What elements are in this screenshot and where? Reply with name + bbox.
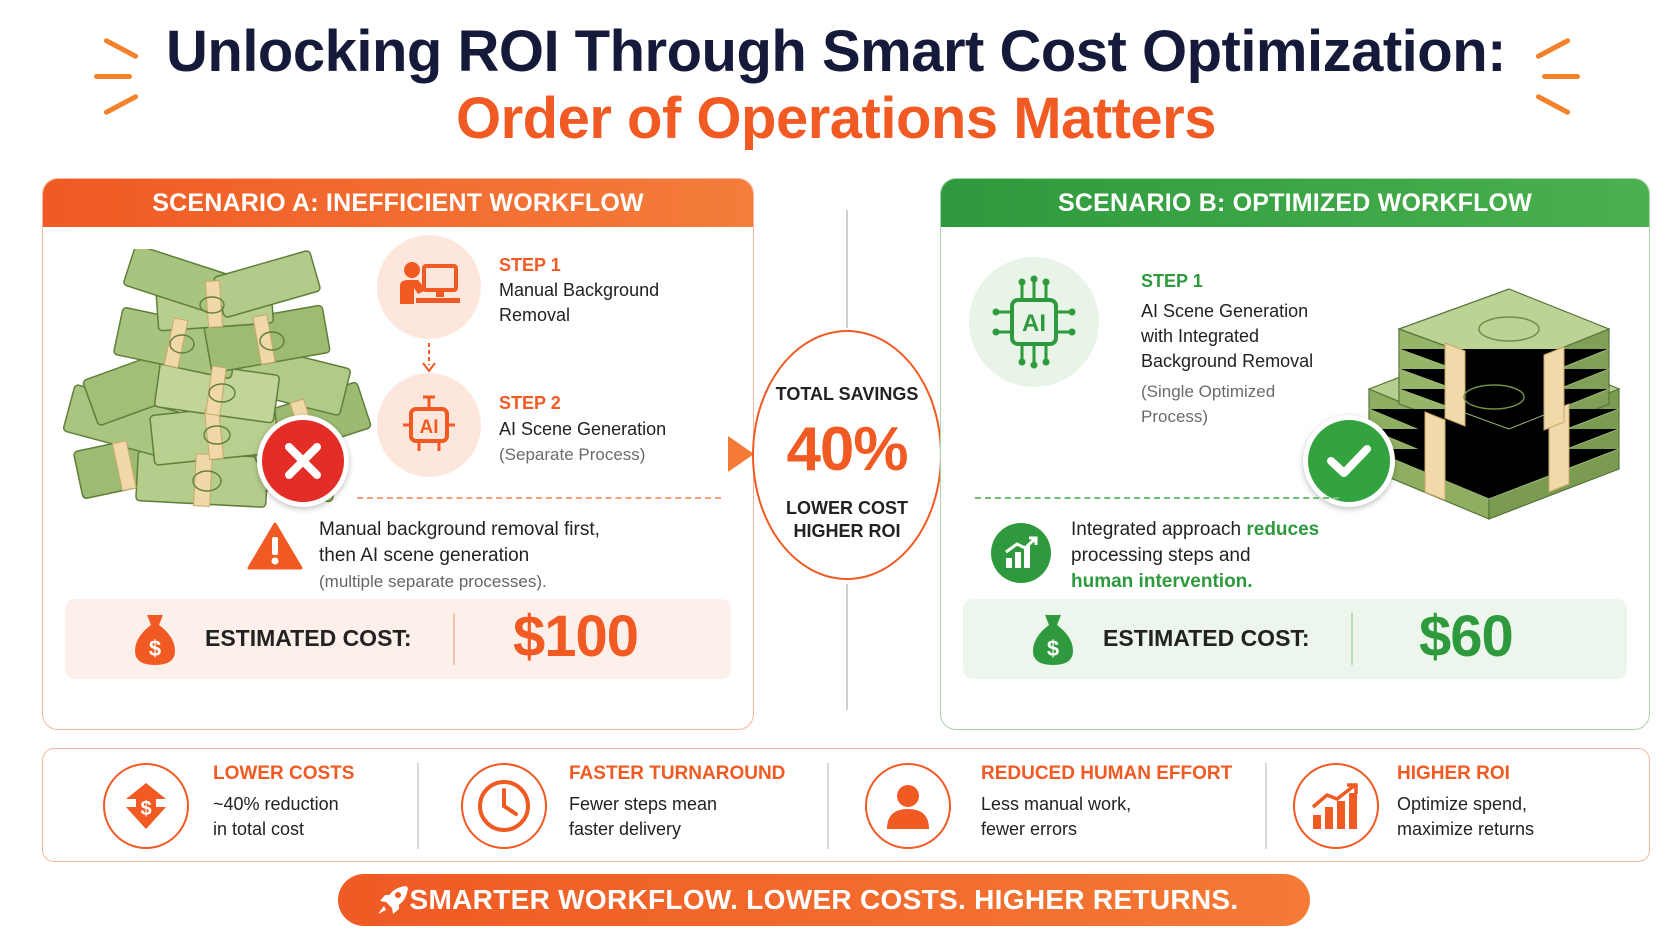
right-accent-lines [1526, 37, 1586, 120]
benefit-title: REDUCED HUMAN EFFORT [981, 763, 1233, 784]
step-connector-arrow-icon [422, 343, 436, 373]
tagline-banner: SMARTER WORKFLOW. LOWER COSTS. HIGHER RE… [338, 874, 1310, 926]
step-2-label: STEP 2 [499, 393, 561, 413]
savings-label: TOTAL SAVINGS [775, 384, 919, 404]
benefit-separator [1265, 763, 1267, 849]
scenario-a-panel: SCENARIO A: INEFFICIENT WORKFLOW [42, 178, 754, 730]
scenario-b-note: Integrated approach reduces processing s… [1071, 519, 1320, 592]
benefit-title: LOWER COSTS [213, 763, 355, 784]
svg-text:$: $ [140, 798, 151, 820]
step-1-label: STEP 1 [499, 255, 561, 275]
ai-chip-label: AI [420, 417, 439, 438]
benefit-title: HIGHER ROI [1397, 763, 1510, 784]
center-divider-top [846, 210, 848, 328]
scenario-b-panel: SCENARIO B: OPTIMIZED WORKFLOW AI STEP 1… [940, 178, 1650, 730]
cost-divider [453, 613, 455, 665]
benefit-text: ~40% reduction in total cost [213, 794, 339, 839]
savings-value: 40% [786, 415, 908, 484]
scenario-a-cost-value: $100 [513, 604, 639, 669]
person-at-computer-icon [377, 235, 481, 339]
left-accent-lines [88, 37, 148, 120]
tagline-text: SMARTER WORKFLOW. LOWER COSTS. HIGHER RE… [409, 884, 1239, 915]
savings-line-1: LOWER COST [786, 498, 908, 518]
benefit-lower-costs: $ LOWER COSTS ~40% reduction in total co… [43, 749, 443, 861]
scenario-a-cost-label: ESTIMATED COST: [205, 625, 412, 651]
growth-chart-icon [1293, 763, 1379, 849]
center-divider-bottom [846, 584, 848, 710]
scenario-a-note: Manual background removal first, then AI… [319, 519, 600, 591]
page-title: Unlocking ROI Through Smart Cost Optimiz… [0, 18, 1672, 152]
step-1-subtext: (Single Optimized Process) [1141, 382, 1276, 426]
neat-cash-stack-image [1367, 288, 1621, 520]
growth-chart-icon [991, 523, 1051, 583]
benefit-text: Fewer steps mean faster delivery [569, 794, 718, 839]
benefit-faster-turnaround: FASTER TURNAROUND Fewer steps mean faste… [443, 749, 843, 861]
divider-dashed [975, 497, 1339, 499]
svg-text:$: $ [149, 636, 161, 661]
savings-line-2: HIGHER ROI [793, 521, 901, 541]
money-bag-icon: $ [1033, 615, 1073, 665]
benefit-higher-roi: HIGHER ROI Optimize spend, maximize retu… [1293, 749, 1643, 861]
benefits-bar: $ LOWER COSTS ~40% reduction in total co… [42, 748, 1650, 862]
benefit-reduced-human-effort: REDUCED HUMAN EFFORT Less manual work, f… [853, 749, 1253, 861]
benefit-text: Optimize spend, maximize returns [1397, 794, 1535, 839]
scenario-b-cost-box: $ ESTIMATED COST: $60 [963, 599, 1627, 679]
svg-text:$: $ [1047, 636, 1059, 661]
title-line-1: Unlocking ROI Through Smart Cost Optimiz… [166, 19, 1506, 84]
ai-chip-icon: AI [377, 373, 481, 477]
cost-divider [1351, 613, 1353, 665]
check-icon [1303, 415, 1395, 507]
scenario-a-header: SCENARIO A: INEFFICIENT WORKFLOW [43, 179, 753, 227]
x-icon [257, 415, 349, 507]
ai-chip-label: AI [1022, 310, 1046, 337]
step-1-text: AI Scene Generation with Integrated Back… [1141, 301, 1314, 371]
benefit-separator [417, 763, 419, 849]
money-bag-icon: $ [135, 615, 175, 665]
money-arrow-down-icon: $ [103, 763, 189, 849]
person-icon [865, 763, 951, 849]
title-line-2: Order of Operations Matters [456, 86, 1216, 151]
clock-icon [461, 763, 547, 849]
benefit-title: FASTER TURNAROUND [569, 763, 786, 784]
divider-dashed [357, 497, 721, 499]
warning-icon [247, 522, 303, 570]
ai-chip-icon: AI [969, 257, 1099, 387]
scenario-a-cost-box: $ ESTIMATED COST: $100 [65, 599, 731, 679]
step-1-text: Manual Background Removal [499, 280, 660, 325]
step-2-subtext: (Separate Process) [499, 445, 646, 464]
scenario-b-cost-value: $60 [1419, 604, 1514, 669]
step-2-text: AI Scene Generation [499, 419, 667, 439]
total-savings-badge: TOTAL SAVINGS 40% LOWER COST HIGHER ROI [752, 330, 942, 580]
arrow-right-left-icon [728, 436, 754, 472]
step-1-label: STEP 1 [1141, 271, 1203, 291]
rocket-icon [378, 886, 408, 914]
scenario-b-header: SCENARIO B: OPTIMIZED WORKFLOW [941, 179, 1649, 227]
scenario-b-cost-label: ESTIMATED COST: [1103, 625, 1310, 651]
benefit-text: Less manual work, fewer errors [981, 794, 1132, 839]
benefit-separator [827, 763, 829, 849]
